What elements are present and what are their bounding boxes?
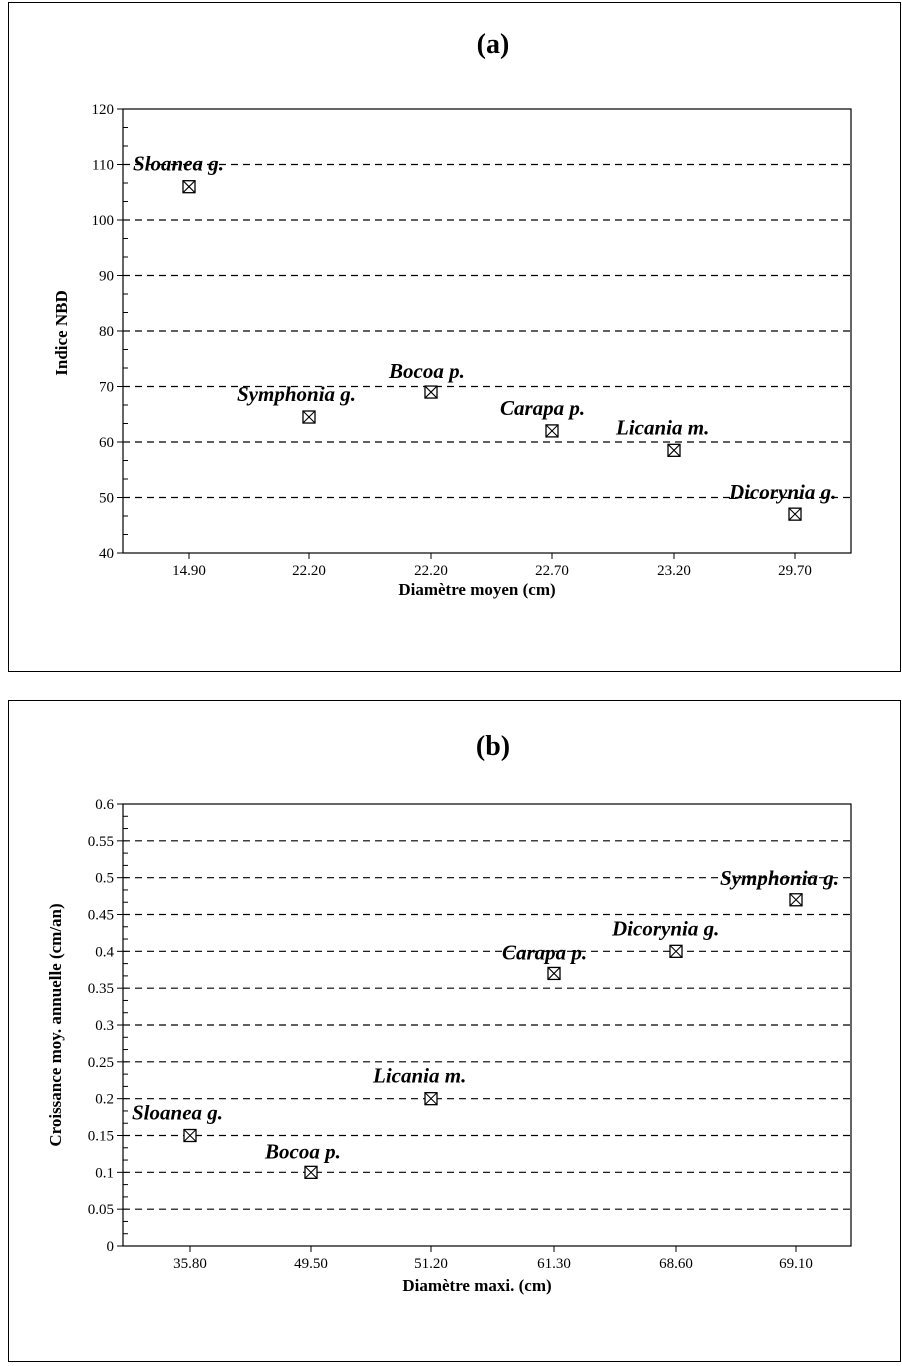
- point-marker-cross: [669, 944, 683, 958]
- chart-b-x-tick-label: 61.30: [537, 1256, 571, 1272]
- chart-a-point: [667, 443, 681, 457]
- chart-b-y-tick-label: 0.2: [95, 1092, 114, 1108]
- chart-a-title: (a): [477, 29, 510, 60]
- chart-a-y-tick-label: 100: [92, 213, 115, 229]
- chart-b-y-tick-label: 0.15: [88, 1129, 114, 1145]
- chart-b-y-tick-label: 0.4: [95, 944, 114, 960]
- chart-b-y-tick-label: 0.6: [95, 797, 114, 813]
- chart-b-point-label: Symphonia g.: [720, 866, 839, 890]
- chart-panel-a: (a) 40 50 60 70 80 90 100 110 120 14.90 22.20 22.20 2…: [8, 2, 901, 672]
- point-marker-cross: [667, 443, 681, 457]
- chart-a-x-tick-label: 22.70: [535, 563, 569, 579]
- chart-b-title: (b): [476, 731, 510, 762]
- chart-a-point-label: Bocoa p.: [388, 359, 465, 383]
- chart-b-y-tick-label: 0.55: [88, 834, 114, 850]
- chart-a-point: [182, 180, 196, 194]
- point-marker-cross: [547, 967, 561, 980]
- chart-b-svg: (b) 0 0.05 0.1 0.15 0.2 0.25 0.3 0.35 0.4 0.45 0.5 0…: [46, 731, 852, 1295]
- point-marker-cross: [183, 1129, 197, 1142]
- chart-a-point-label: Dicorynia g.: [728, 480, 836, 504]
- point-marker-cross: [424, 385, 438, 399]
- chart-a-x-tick-label: 22.20: [414, 563, 448, 579]
- chart-a-y-tick-label: 110: [92, 158, 114, 174]
- chart-b-point: [789, 893, 803, 907]
- chart-b-x-tick-label: 69.10: [779, 1256, 813, 1272]
- chart-a-y-tick-label: 60: [99, 435, 114, 451]
- chart-b-point: [304, 1165, 318, 1179]
- chart-b-y-tick-label: 0: [107, 1239, 115, 1255]
- chart-b-point-label: Licania m.: [372, 1064, 466, 1088]
- chart-a-point-label: Carapa p.: [500, 396, 585, 420]
- chart-b-y-tick-label: 0.45: [88, 908, 114, 924]
- chart-a-y-tick-label: 40: [99, 546, 114, 562]
- chart-b-x-tick-label: 68.60: [659, 1256, 693, 1272]
- chart-b-point-label: Dicorynia g.: [611, 916, 719, 940]
- chart-a-y-tick-label: 50: [99, 491, 114, 507]
- chart-b-point-label: Carapa p.: [502, 940, 587, 964]
- point-marker-cross: [424, 1092, 438, 1106]
- chart-a-y-tick-label: 120: [92, 102, 115, 118]
- chart-b-x-axis-label: Diamètre maxi. (cm): [402, 1276, 551, 1295]
- chart-b-point-label: Sloanea g.: [132, 1101, 223, 1125]
- chart-a-y-axis-label: Indice NBD: [52, 290, 71, 375]
- point-marker-cross: [545, 424, 559, 438]
- chart-a-point: [545, 424, 559, 438]
- chart-panel-b: (b) 0 0.05 0.1 0.15 0.2 0.25 0.3 0.35 0.4 0.45 0.5 0…: [8, 700, 901, 1362]
- point-marker-cross: [788, 507, 802, 521]
- chart-b-x-tick-label: 35.80: [173, 1256, 207, 1272]
- chart-b-x-tick-label: 51.20: [414, 1256, 448, 1272]
- chart-b-point-label: Bocoa p.: [264, 1139, 341, 1163]
- chart-a-y-tick-label: 80: [99, 324, 114, 340]
- point-marker-cross: [789, 893, 803, 907]
- chart-b-y-axis-label: Croissance moy. annuelle (cm/an): [46, 903, 65, 1146]
- chart-b-y-tick-label: 0.05: [88, 1202, 114, 1218]
- chart-b-x-tick-label: 49.50: [294, 1256, 328, 1272]
- chart-a-y-tick-label: 70: [99, 380, 114, 396]
- chart-b-point: [547, 966, 561, 981]
- chart-b-y-tick-label: 0.5: [95, 871, 114, 887]
- chart-a-point: [302, 410, 316, 424]
- chart-a-svg: (a) 40 50 60 70 80 90 100 110 120 14.90 22.20 22.20 2…: [52, 29, 852, 599]
- chart-b-point: [669, 944, 683, 958]
- chart-a-point: [788, 507, 802, 521]
- chart-b-y-tick-label: 0.3: [95, 1018, 114, 1034]
- chart-a-x-tick-label: 22.20: [292, 563, 326, 579]
- point-marker-cross: [182, 180, 196, 194]
- chart-a-point-label: Symphonia g.: [237, 382, 356, 406]
- chart-b-y-tick-label: 0.35: [88, 981, 114, 997]
- chart-a-point: [424, 385, 438, 399]
- chart-b-point: [424, 1092, 438, 1106]
- chart-a-point-label: Licania m.: [615, 415, 709, 439]
- chart-a-y-tick-label: 90: [99, 269, 114, 285]
- chart-a-x-axis-label: Diamètre moyen (cm): [398, 580, 555, 599]
- chart-b-y-tick-label: 0.25: [88, 1055, 114, 1071]
- chart-a-x-tick-label: 14.90: [172, 563, 206, 579]
- chart-a-point-label: Sloanea g.: [133, 152, 224, 176]
- point-marker-cross: [302, 410, 316, 424]
- chart-b-point: [183, 1128, 197, 1143]
- point-marker-cross: [304, 1165, 318, 1179]
- chart-a-x-tick-label: 23.20: [657, 563, 691, 579]
- chart-a-x-tick-label: 29.70: [778, 563, 812, 579]
- chart-b-y-tick-label: 0.1: [95, 1165, 114, 1181]
